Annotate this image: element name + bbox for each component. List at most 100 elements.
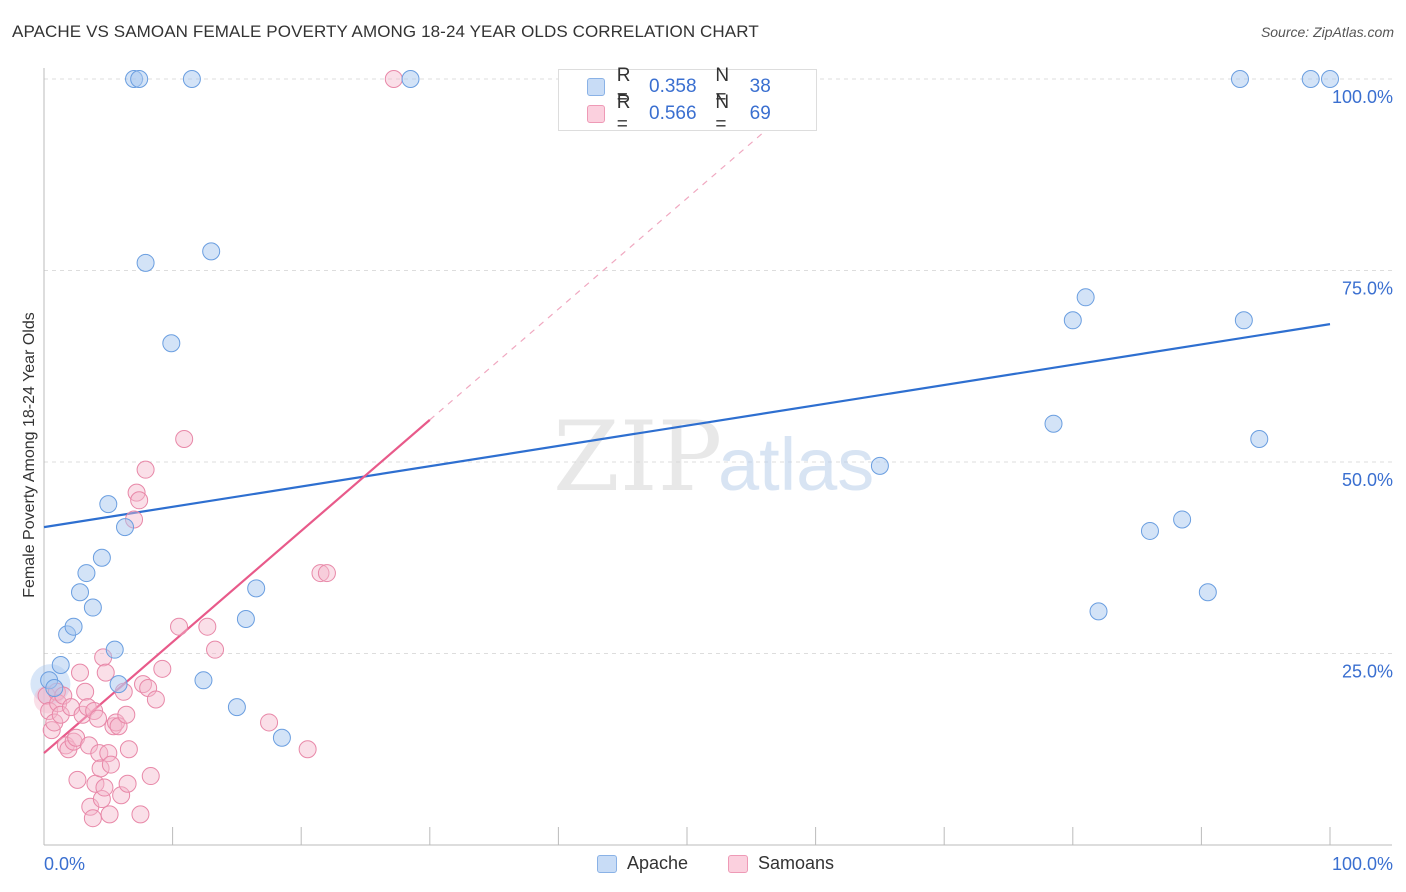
point-samoans	[141, 767, 160, 786]
point-apache	[194, 671, 213, 690]
data-points	[30, 70, 1339, 828]
point-samoans	[175, 430, 194, 449]
y-tick-label: 50.0%	[1342, 470, 1393, 490]
y-tick-label: 100.0%	[1332, 87, 1393, 107]
point-apache	[136, 253, 155, 272]
correlation-legend: R = 0.358 N = 38 R = 0.566 N = 69	[558, 65, 817, 135]
point-samoans	[99, 744, 118, 763]
point-samoans	[317, 564, 336, 583]
point-samoans	[112, 786, 131, 805]
point-apache	[1250, 430, 1269, 449]
point-samoans	[68, 770, 87, 789]
point-samoans	[96, 663, 115, 682]
legend-n-label: N =	[715, 65, 730, 108]
point-apache	[870, 456, 889, 475]
y-tick-label: 25.0%	[1342, 662, 1393, 682]
point-apache	[1234, 311, 1253, 330]
legend-r-label: R =	[616, 65, 631, 108]
gridlines	[44, 78, 1392, 654]
point-samoans	[80, 736, 99, 755]
watermark-atlas: atlas	[718, 423, 874, 506]
point-apache	[1089, 602, 1108, 621]
point-samoans	[92, 790, 111, 809]
bottom-legend-apache: Apache	[597, 853, 688, 874]
legend-n-label: N =	[715, 92, 730, 135]
point-samoans	[100, 805, 119, 824]
point-apache	[116, 518, 135, 537]
point-apache	[1076, 288, 1095, 307]
point-samoans	[384, 70, 403, 88]
point-samoans	[95, 778, 114, 797]
point-apache	[71, 583, 90, 602]
watermark-zip: ZIP	[553, 401, 722, 513]
chart-title: APACHE VS SAMOAN FEMALE POVERTY AMONG 18…	[12, 22, 759, 41]
point-apache	[272, 728, 291, 747]
bottom-legend-samoans: Samoans	[728, 853, 834, 874]
point-samoans	[170, 617, 189, 636]
point-apache	[109, 675, 128, 694]
point-apache	[1140, 521, 1159, 540]
bottom-legend-swatch-samoans	[728, 854, 748, 873]
point-samoans	[89, 709, 108, 728]
point-apache	[1321, 70, 1339, 88]
point-samoans	[260, 713, 279, 732]
point-samoans	[153, 659, 172, 678]
point-apache	[92, 548, 111, 567]
x-tick-label-max: 100.0%	[1332, 854, 1393, 874]
point-samoans	[101, 755, 120, 774]
point-apache	[1198, 583, 1217, 602]
point-apache	[1044, 414, 1063, 433]
axes	[43, 68, 1392, 846]
point-samoans	[119, 740, 138, 759]
legend-r-value-apache: 0.358	[649, 76, 697, 97]
point-apache	[64, 617, 83, 636]
point-apache	[202, 242, 221, 261]
x-tick-label-min: 0.0%	[44, 854, 85, 874]
point-samoans	[40, 701, 59, 720]
point-samoans	[118, 774, 137, 793]
point-apache	[236, 610, 255, 629]
tick-labels: 25.0% 50.0% 75.0% 100.0% 0.0% 100.0%	[44, 87, 1393, 874]
point-samoans	[117, 705, 136, 724]
point-apache	[182, 70, 201, 88]
point-samoans	[131, 805, 150, 824]
point-apache	[1063, 311, 1082, 330]
point-samoans	[71, 663, 90, 682]
point-apache	[77, 564, 96, 583]
point-samoans	[136, 460, 155, 479]
legend-n-value-apache: 38	[749, 76, 771, 97]
point-samoans	[298, 740, 317, 759]
trend-line-samoans-extension	[429, 109, 791, 421]
point-samoans	[206, 640, 225, 659]
point-apache	[247, 579, 266, 598]
point-samoans	[91, 759, 110, 778]
y-axis-label: Female Poverty Among 18-24 Year Olds	[21, 312, 38, 598]
legend-row-samoans: R = 0.566 N = 69	[587, 92, 816, 135]
point-samoans	[198, 617, 217, 636]
point-apache	[1230, 70, 1249, 88]
trend-line-apache	[43, 323, 1331, 529]
legend-r-label: R =	[616, 92, 631, 135]
point-apache	[227, 698, 246, 717]
point-samoans	[76, 682, 95, 701]
point-samoans	[90, 744, 109, 763]
point-apache	[1173, 510, 1192, 529]
legend-swatch-samoans	[587, 105, 605, 123]
bottom-legend-label-samoans: Samoans	[758, 853, 835, 873]
point-samoans	[311, 564, 330, 583]
point-apache	[83, 598, 102, 617]
bottom-legend-label-apache: Apache	[627, 853, 689, 873]
point-apache	[162, 334, 181, 353]
point-apache	[105, 640, 124, 659]
point-apache	[99, 495, 118, 514]
legend-row-apache: R = 0.358 N = 38	[587, 65, 816, 108]
legend-n-value-samoans: 69	[749, 103, 771, 124]
point-samoans	[146, 690, 165, 709]
point-samoans	[51, 705, 70, 724]
legend-r-value-samoans: 0.566	[649, 103, 697, 124]
source-label: Source: ZipAtlas.com	[1260, 24, 1394, 40]
point-apache	[51, 655, 70, 674]
point-samoans	[45, 713, 64, 732]
point-samoans	[130, 491, 149, 510]
